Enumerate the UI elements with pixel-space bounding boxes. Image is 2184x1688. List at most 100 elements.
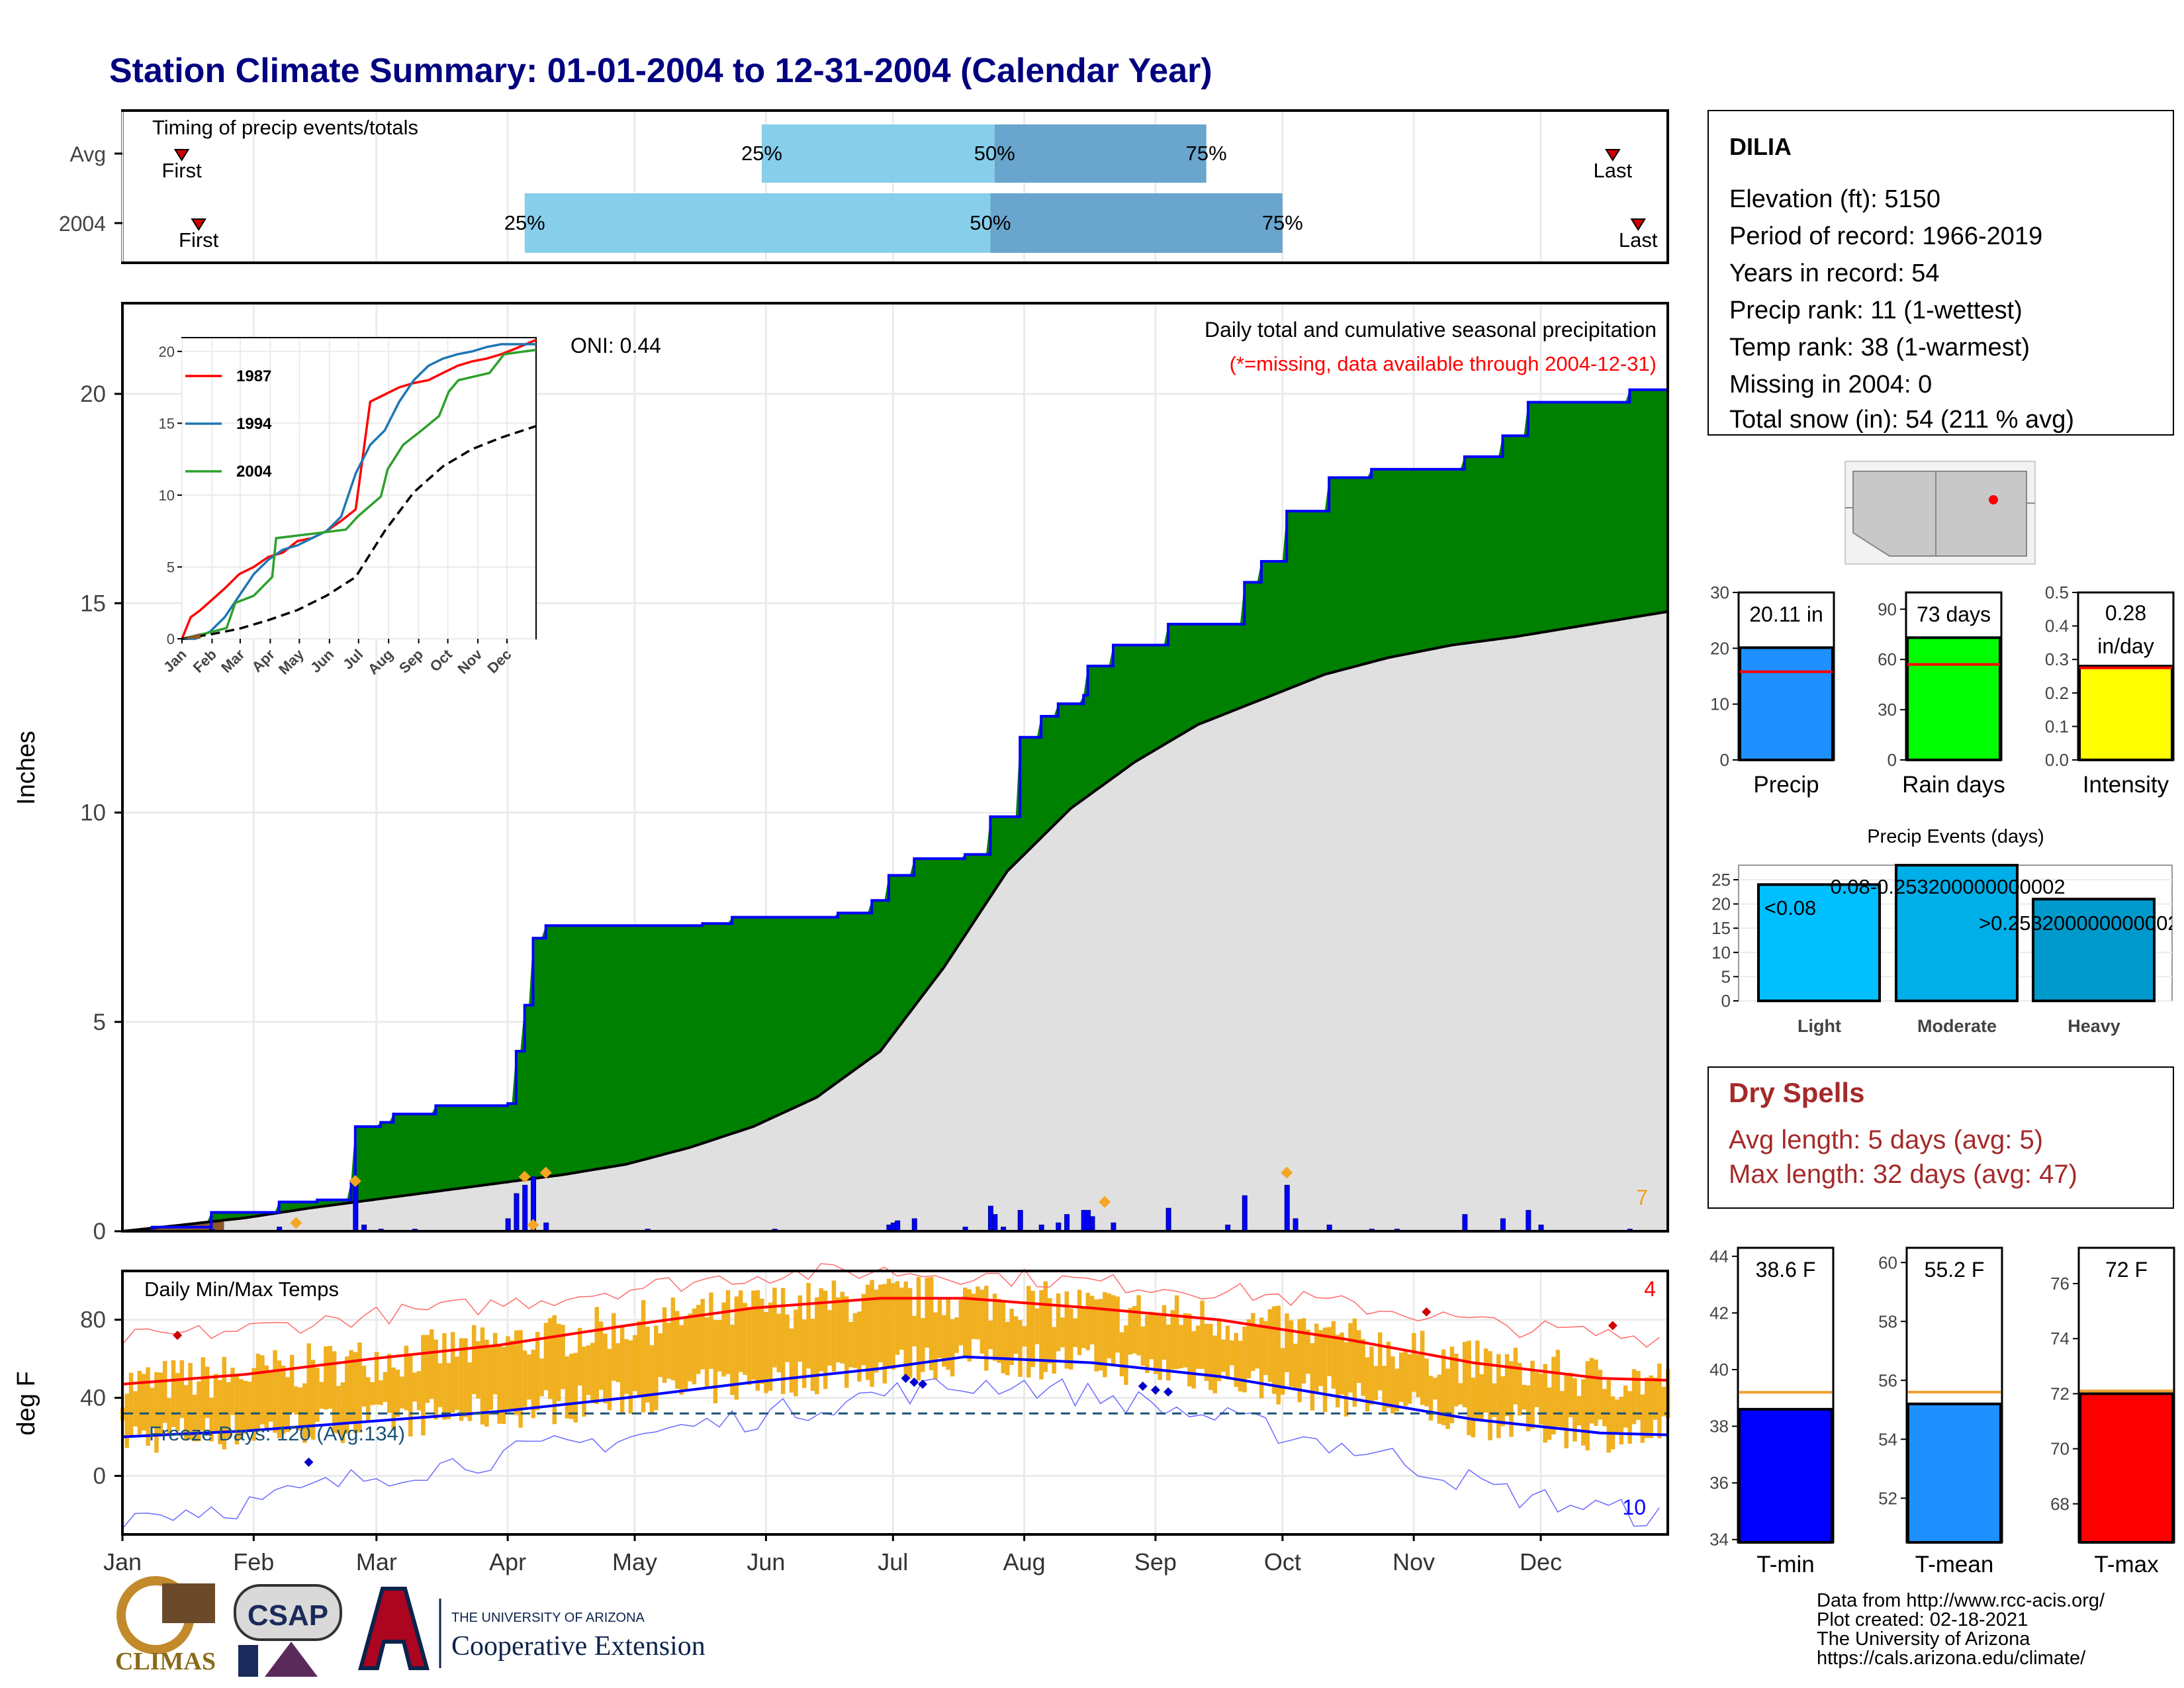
stat-panel-y-tick-label: 70 bbox=[2050, 1439, 2070, 1459]
daily-temp-bar bbox=[637, 1321, 641, 1397]
daily-temp-bar bbox=[971, 1293, 976, 1339]
daily-temp-bar bbox=[383, 1372, 388, 1402]
daily-temp-bar bbox=[675, 1311, 680, 1389]
daily-temp-bar bbox=[349, 1350, 353, 1424]
normal-max-line bbox=[122, 1297, 1668, 1385]
daily-temp-bar bbox=[535, 1331, 540, 1411]
daily-temp-bar bbox=[1195, 1325, 1201, 1369]
daily-precip-bar bbox=[895, 1220, 901, 1232]
daily-temp-bar bbox=[1343, 1342, 1349, 1417]
events-y-tick-label: 15 bbox=[1711, 918, 1731, 938]
daily-temp-bar bbox=[150, 1387, 155, 1428]
daily-temp-bar bbox=[1085, 1292, 1091, 1350]
daily-temp-bar bbox=[209, 1397, 214, 1442]
daily-temp-bar bbox=[1314, 1323, 1319, 1393]
daily-temp-bar bbox=[1048, 1297, 1052, 1364]
temp-count-bottom: 10 bbox=[1622, 1495, 1646, 1519]
daily-temp-bar bbox=[645, 1327, 650, 1403]
daily-temp-bar bbox=[1428, 1376, 1433, 1421]
daily-temp-bar bbox=[878, 1284, 883, 1362]
events-bar bbox=[1757, 883, 1881, 1003]
daily-temp-bar bbox=[780, 1288, 786, 1394]
daily-temp-bar bbox=[463, 1338, 468, 1417]
stat-panel-value: 72 F bbox=[2105, 1258, 2148, 1282]
stat-panel-y-tick-label: 0.4 bbox=[2045, 616, 2069, 636]
daily-temp-bar bbox=[1373, 1366, 1379, 1401]
daily-temp-bar bbox=[1310, 1343, 1315, 1411]
daily-temp-bar bbox=[870, 1280, 874, 1387]
daily-temp-bar bbox=[400, 1376, 404, 1409]
daily-temp-bar bbox=[1636, 1371, 1641, 1420]
temp-y-tick-label: 0 bbox=[93, 1464, 106, 1489]
daily-temp-bar bbox=[1518, 1362, 1522, 1416]
record-high-marker bbox=[1422, 1307, 1432, 1317]
precip-count-label: 7 bbox=[1636, 1186, 1648, 1209]
daily-temp-bar bbox=[146, 1367, 150, 1446]
daily-temp-bar bbox=[1183, 1313, 1188, 1368]
daily-temp-bar bbox=[979, 1289, 985, 1354]
daily-temp-bar bbox=[658, 1333, 662, 1378]
daily-temp-bar bbox=[1267, 1309, 1273, 1382]
daily-temp-bar bbox=[577, 1327, 582, 1385]
daily-precip-bar bbox=[1525, 1209, 1531, 1232]
daily-temp-bar bbox=[679, 1325, 684, 1395]
daily-precip-bar bbox=[353, 1180, 359, 1232]
daily-temp-bar bbox=[776, 1313, 782, 1373]
daily-temp-bar bbox=[1543, 1364, 1547, 1443]
stat-panel-y-tick-label: 56 bbox=[1878, 1370, 1897, 1390]
stat-panel-y-tick-label: 0.5 bbox=[2045, 583, 2069, 602]
snow-event-marker bbox=[349, 1175, 361, 1188]
stat-panel-label: Precip bbox=[1753, 772, 1819, 798]
daily-temp-bar bbox=[984, 1286, 989, 1371]
daily-temp-bar bbox=[455, 1356, 459, 1411]
timing-p75-label: 75% bbox=[1186, 142, 1227, 165]
temp-stat-panels: 38.6 F 34 36 38 40 42 44 T-min 55.2 F 52 54 56 58 60 T… bbox=[1709, 1246, 2175, 1577]
stat-panel-y-tick-label: 74 bbox=[2050, 1329, 2070, 1348]
daily-precip-bar bbox=[522, 1184, 528, 1232]
stat-panel-y-tick-label: 38 bbox=[1709, 1417, 1729, 1436]
stat-panel-label: Intensity bbox=[2083, 772, 2169, 798]
daily-temp-bar bbox=[1327, 1327, 1332, 1376]
timing-p25-label: 25% bbox=[504, 211, 545, 234]
daily-temp-bar bbox=[891, 1283, 895, 1370]
events-category-label: Moderate bbox=[1917, 1016, 1997, 1036]
daily-temp-bar bbox=[201, 1357, 206, 1431]
normal-min-line bbox=[122, 1355, 1668, 1438]
daily-temp-bar bbox=[484, 1339, 489, 1427]
stat-panel-y-tick-label: 34 bbox=[1709, 1530, 1729, 1550]
info-line: Missing in 2004: 0 bbox=[1729, 371, 1932, 399]
daily-temp-bar bbox=[450, 1332, 455, 1413]
month-label: Mar bbox=[356, 1548, 397, 1575]
timing-p50-label: 50% bbox=[974, 142, 1015, 165]
daily-temp-bar bbox=[255, 1354, 261, 1432]
snow-event-marker bbox=[527, 1219, 539, 1231]
daily-temp-bar bbox=[556, 1323, 561, 1401]
daily-temp-bar bbox=[467, 1362, 473, 1421]
daily-temp-bar bbox=[1525, 1385, 1531, 1432]
daily-temp-bar bbox=[336, 1385, 341, 1434]
daily-precip-bar bbox=[1165, 1207, 1171, 1232]
stat-panel-bar bbox=[2078, 665, 2173, 761]
daily-temp-bar bbox=[543, 1323, 549, 1391]
stat-panel-y-tick-label: 0.0 bbox=[2045, 750, 2069, 770]
climas-logo-block bbox=[162, 1583, 215, 1623]
daily-temp-bar bbox=[857, 1311, 862, 1382]
daily-temp-bar bbox=[899, 1288, 904, 1350]
daily-temp-bar bbox=[743, 1303, 747, 1376]
stat-panel-label: T-min bbox=[1756, 1552, 1815, 1577]
daily-temp-bar bbox=[704, 1317, 709, 1389]
daily-temp-bar bbox=[1124, 1325, 1128, 1385]
daily-temp-bar bbox=[590, 1342, 595, 1403]
daily-temp-bar bbox=[937, 1299, 942, 1358]
daily-temp-bar bbox=[958, 1299, 964, 1346]
temp-y-tick-label: 40 bbox=[80, 1385, 106, 1411]
ua-logo-small-text: THE UNIVERSITY OF ARIZONA bbox=[451, 1611, 645, 1625]
daily-temp-bar bbox=[315, 1367, 320, 1422]
daily-temp-bar bbox=[340, 1382, 345, 1443]
daily-temp-bar bbox=[179, 1360, 185, 1419]
inset-y-tick-label: 10 bbox=[159, 487, 175, 504]
inset-series-line bbox=[182, 343, 536, 640]
timing-first-label: First bbox=[161, 159, 202, 182]
daily-temp-bar bbox=[1564, 1374, 1569, 1448]
